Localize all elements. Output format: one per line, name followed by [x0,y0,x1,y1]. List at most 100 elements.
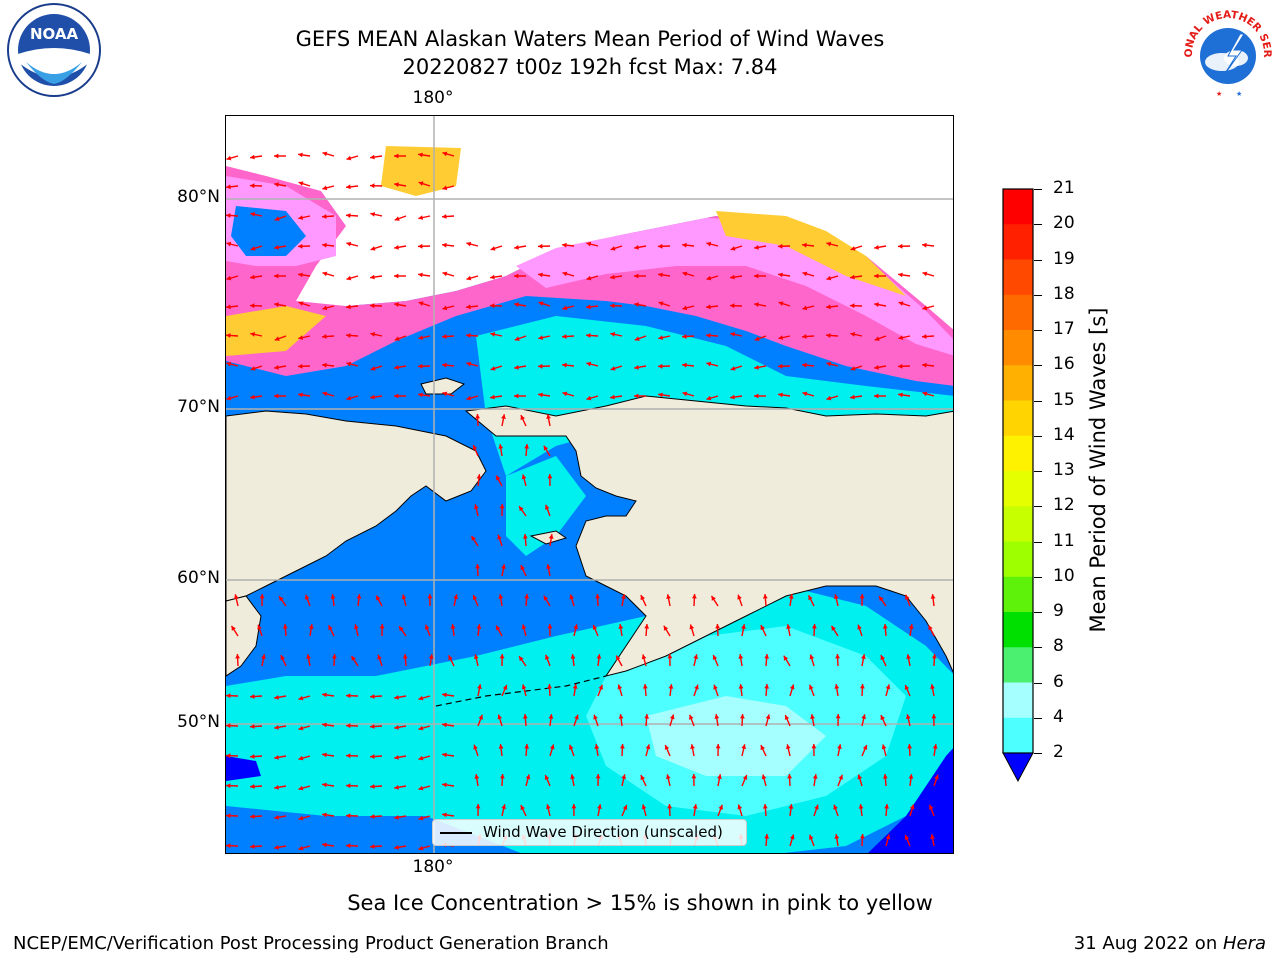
colorbar-tick-label: 12 [1053,495,1075,516]
wind-wave-arrowhead [226,783,231,789]
wind-wave-arrowhead [811,744,817,749]
wind-wave-arrowhead [802,271,808,277]
wind-wave-arrowhead [298,152,303,158]
wind-wave-arrowhead [802,242,807,248]
wind-wave-arrowhead [786,744,791,750]
wind-wave-arrowhead [370,754,375,759]
credit-date-text: 31 Aug 2022 on [1073,933,1223,954]
wind-wave-arrowhead [882,774,888,779]
wind-wave-arrowhead [257,624,262,630]
wind-wave-arrowhead [932,654,937,659]
wind-wave-arrowhead [546,564,551,569]
wind-wave-arrowhead [322,214,327,219]
wind-wave-arrowhead [543,445,549,451]
wind-wave-arrowhead [931,714,937,719]
colorbar-tick-mark [1034,541,1042,543]
colorbar-tick-label: 6 [1053,671,1064,692]
wind-wave-arrowhead [693,654,698,660]
colorbar-segment [1003,259,1033,296]
lat-label-80n: 80°N [177,187,220,207]
wind-wave-arrowhead [669,714,675,720]
wind-wave-arrowhead [418,392,423,398]
wind-wave-arrowhead [730,246,736,251]
wind-wave-arrowhead [715,744,721,749]
wind-wave-arrowhead [850,366,856,371]
wind-wave-arrowhead [497,714,503,720]
wind-wave-arrowhead [874,302,879,307]
wind-wave-arrowhead [789,684,795,690]
wind-wave-arrowhead [570,654,576,659]
wind-wave-arrowhead [250,212,256,217]
wind-wave-arrowhead [501,564,506,569]
deep-blue-corner [868,748,953,853]
wind-wave-arrowhead [658,243,663,249]
wind-wave-arrowhead [764,684,770,689]
map-subtitle: 20220827 t00z 192h fcst Max: 7.84 [402,55,778,79]
wind-wave-arrowhead [594,744,600,749]
sea-ice-blue-inner [231,206,306,256]
colorbar-tick-label: 13 [1053,460,1075,480]
wind-wave-arrowhead [520,565,525,571]
wind-wave-arrowhead [857,774,863,780]
wind-wave-arrowhead [235,654,240,659]
nws-logo: NATIONAL WEATHER SERVICE ★ ★ [1178,2,1273,98]
wind-wave-arrowhead [737,594,742,600]
wind-wave-arrowhead [490,332,496,337]
wind-wave-arrowhead [346,723,351,729]
wind-wave-arrowhead [476,624,482,629]
wind-wave-arrowhead [730,366,736,371]
wind-wave-arrowhead [738,654,744,659]
wind-wave-arrowhead [682,271,688,277]
wind-wave-arrowhead [610,303,615,309]
wind-wave-arrowhead [762,804,768,809]
wind-wave-arrowhead [621,774,626,780]
wind-wave-arrowhead [862,745,868,750]
wind-wave-arrowhead [520,805,525,811]
wind-wave-arrowhead [857,624,862,630]
wind-wave-arrowhead [274,845,279,850]
wind-wave-arrowhead [718,804,723,810]
wind-wave-arrowhead [907,744,912,749]
wind-wave-arrowhead [694,684,699,690]
wind-wave-arrowhead [610,246,616,251]
wind-wave-arrowhead [838,774,843,780]
wind-wave-arrowhead [634,245,639,250]
wind-wave-arrowhead [754,393,759,399]
wind-wave-arrowhead [418,181,424,186]
wind-wave-arrowhead [418,845,424,851]
wind-wave-arrowhead [930,834,935,839]
wind-wave-arrowhead [618,624,624,629]
wind-wave-arrowhead [351,655,356,661]
wind-wave-arrowhead [610,274,615,280]
wind-wave-arrowhead [274,755,279,760]
wind-wave-arrowhead [418,363,423,369]
wind-wave-arrowhead [346,213,351,218]
wind-wave-arrowhead [932,744,938,749]
wind-wave-arrowhead [298,272,303,278]
wind-wave-arrowhead [379,624,385,629]
wind-wave-arrowhead [706,361,712,367]
land-alaska [464,395,953,677]
wind-wave-arrowhead [226,693,231,699]
wind-wave-arrowhead [904,835,910,840]
wind-wave-arrowhead [514,393,519,399]
wind-wave-arrowhead [514,365,519,370]
wind-wave-arrowhead [738,684,744,689]
wind-wave-arrowhead [859,594,865,599]
colorbar-tick-mark [1034,294,1042,296]
wind-wave-arrowhead [682,362,687,368]
wind-wave-arrowhead [562,391,568,397]
wind-wave-arrowhead [737,804,743,810]
wind-wave-arrowhead [881,744,887,750]
wind-wave-arrowhead [663,625,669,631]
wind-wave-arrowhead [570,774,575,779]
wind-wave-arrowhead [922,305,928,311]
wind-wave-arrowhead [592,625,598,630]
wind-wave-arrowhead [474,504,479,510]
wind-wave-arrowhead [544,775,550,780]
wind-wave-arrowhead [322,692,327,698]
wind-wave-arrowhead [711,595,716,601]
wind-wave-arrowhead [586,361,592,367]
wind-wave-arrowhead [442,362,447,368]
wind-wave-arrowhead [442,391,448,397]
